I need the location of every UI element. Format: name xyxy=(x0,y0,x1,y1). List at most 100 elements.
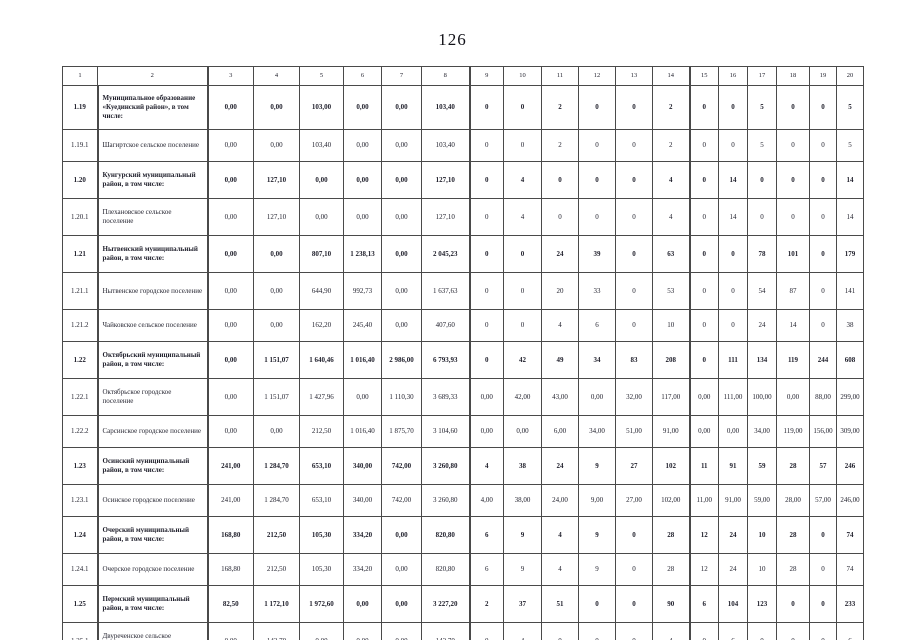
column-header-9: 9 xyxy=(468,66,504,86)
cell-col-11: 51 xyxy=(541,585,579,623)
cell-col-5: 105,30 xyxy=(299,516,344,554)
row-index: 1.23 xyxy=(62,447,98,485)
cell-col-14: 63 xyxy=(652,235,690,273)
cell-col-8: 127,10 xyxy=(421,198,470,236)
table-row-1.20.1: 1.20.1 Плехановское сельское поселение 0,0… xyxy=(62,198,864,236)
cell-col-15: 12 xyxy=(688,553,719,586)
table-row-1.22.1: 1.22.1 Октябрьское городское поселение 0,0… xyxy=(62,378,864,416)
cell-col-5: 0,00 xyxy=(299,198,344,236)
cell-col-16: 0 xyxy=(718,272,748,310)
cell-col-13: 0 xyxy=(615,622,653,640)
cell-col-12: 9 xyxy=(578,516,616,554)
cell-col-3: 0,00 xyxy=(206,161,254,199)
cell-col-4: 0,00 xyxy=(253,309,300,342)
cell-col-18: 0 xyxy=(776,622,810,640)
cell-col-7: 0,00 xyxy=(381,85,422,130)
cell-col-3: 0,00 xyxy=(206,378,254,416)
cell-col-20: 5 xyxy=(836,85,864,130)
cell-col-13: 0 xyxy=(615,161,653,199)
cell-col-12: 0 xyxy=(578,198,616,236)
cell-col-19: 57 xyxy=(809,447,837,485)
cell-col-18: 28 xyxy=(776,516,810,554)
cell-col-5: 1 640,46 xyxy=(299,341,344,379)
cell-col-20: 74 xyxy=(836,516,864,554)
cell-col-18: 119 xyxy=(776,341,810,379)
cell-col-18: 87 xyxy=(776,272,810,310)
cell-col-8: 103,40 xyxy=(421,129,470,162)
cell-col-3: 82,50 xyxy=(206,585,254,623)
cell-col-12: 6 xyxy=(578,309,616,342)
row-index: 1.21.2 xyxy=(62,309,98,342)
cell-col-4: 0,00 xyxy=(253,85,300,130)
page-number: 126 xyxy=(438,30,467,49)
cell-col-7: 0,00 xyxy=(381,129,422,162)
cell-col-8: 3 689,33 xyxy=(421,378,470,416)
cell-col-15: 0 xyxy=(688,622,719,640)
row-index: 1.22.2 xyxy=(62,415,98,448)
cell-col-12: 9 xyxy=(578,447,616,485)
cell-col-8: 3 260,80 xyxy=(421,484,470,517)
cell-col-5: 644,90 xyxy=(299,272,344,310)
column-header-3: 3 xyxy=(206,66,254,86)
cell-col-4: 1 284,70 xyxy=(253,484,300,517)
cell-col-20: 14 xyxy=(836,198,864,236)
cell-col-7: 0,00 xyxy=(381,622,422,640)
cell-col-6: 1 016,40 xyxy=(343,341,382,379)
cell-col-11: 2 xyxy=(541,129,579,162)
column-header-14: 14 xyxy=(652,66,690,86)
cell-col-9: 6 xyxy=(468,516,504,554)
cell-col-8: 407,60 xyxy=(421,309,470,342)
cell-col-11: 0 xyxy=(541,161,579,199)
cell-col-7: 0,00 xyxy=(381,161,422,199)
cell-col-19: 0 xyxy=(809,272,837,310)
cell-col-15: 6 xyxy=(688,585,719,623)
cell-col-12: 0 xyxy=(578,129,616,162)
cell-col-3: 0,00 xyxy=(206,341,254,379)
cell-col-9: 0,00 xyxy=(468,415,504,448)
cell-col-18: 14 xyxy=(776,309,810,342)
cell-col-20: 246,00 xyxy=(836,484,864,517)
cell-col-11: 43,00 xyxy=(541,378,579,416)
cell-col-17: 10 xyxy=(747,516,777,554)
cell-col-6: 0,00 xyxy=(343,622,382,640)
cell-col-3: 0,00 xyxy=(206,415,254,448)
cell-col-17: 54 xyxy=(747,272,777,310)
cell-col-12: 0 xyxy=(578,622,616,640)
cell-col-15: 11 xyxy=(688,447,719,485)
cell-col-4: 212,50 xyxy=(253,516,300,554)
cell-col-10: 4 xyxy=(503,161,542,199)
cell-col-10: 38,00 xyxy=(503,484,542,517)
cell-col-14: 4 xyxy=(652,161,690,199)
cell-col-16: 91,00 xyxy=(718,484,748,517)
cell-col-6: 0,00 xyxy=(343,585,382,623)
cell-col-16: 6 xyxy=(718,622,748,640)
cell-col-14: 2 xyxy=(652,85,690,130)
column-header-7: 7 xyxy=(381,66,422,86)
table-row-1.19: 1.19 Муниципальное образование «Куедински… xyxy=(62,85,864,130)
column-header-18: 18 xyxy=(776,66,810,86)
cell-col-8: 3 260,80 xyxy=(421,447,470,485)
cell-col-12: 9 xyxy=(578,553,616,586)
table-row-1.25.1: 1.25.1Двуреченское сельское поселение0,0… xyxy=(62,622,864,640)
cell-col-20: 246 xyxy=(836,447,864,485)
cell-col-16: 0 xyxy=(718,235,748,273)
column-header-1: 1 xyxy=(62,66,98,86)
cell-col-14: 28 xyxy=(652,553,690,586)
cell-col-6: 1 238,13 xyxy=(343,235,382,273)
row-index: 1.25.1 xyxy=(62,622,98,640)
cell-col-9: 0 xyxy=(468,85,504,130)
cell-col-9: 0 xyxy=(468,235,504,273)
column-header-10: 10 xyxy=(503,66,542,86)
cell-col-17: 0 xyxy=(747,622,777,640)
row-index: 1.21 xyxy=(62,235,98,273)
table-row-1.24: 1.24 Очерский муниципальный район, в том … xyxy=(62,516,864,554)
cell-col-19: 0 xyxy=(809,622,837,640)
cell-col-7: 1 110,30 xyxy=(381,378,422,416)
cell-col-9: 0,00 xyxy=(468,378,504,416)
cell-col-20: 141 xyxy=(836,272,864,310)
column-header-6: 6 xyxy=(343,66,382,86)
cell-col-16: 111 xyxy=(718,341,748,379)
cell-col-16: 14 xyxy=(718,161,748,199)
cell-col-12: 39 xyxy=(578,235,616,273)
cell-col-18: 0 xyxy=(776,585,810,623)
